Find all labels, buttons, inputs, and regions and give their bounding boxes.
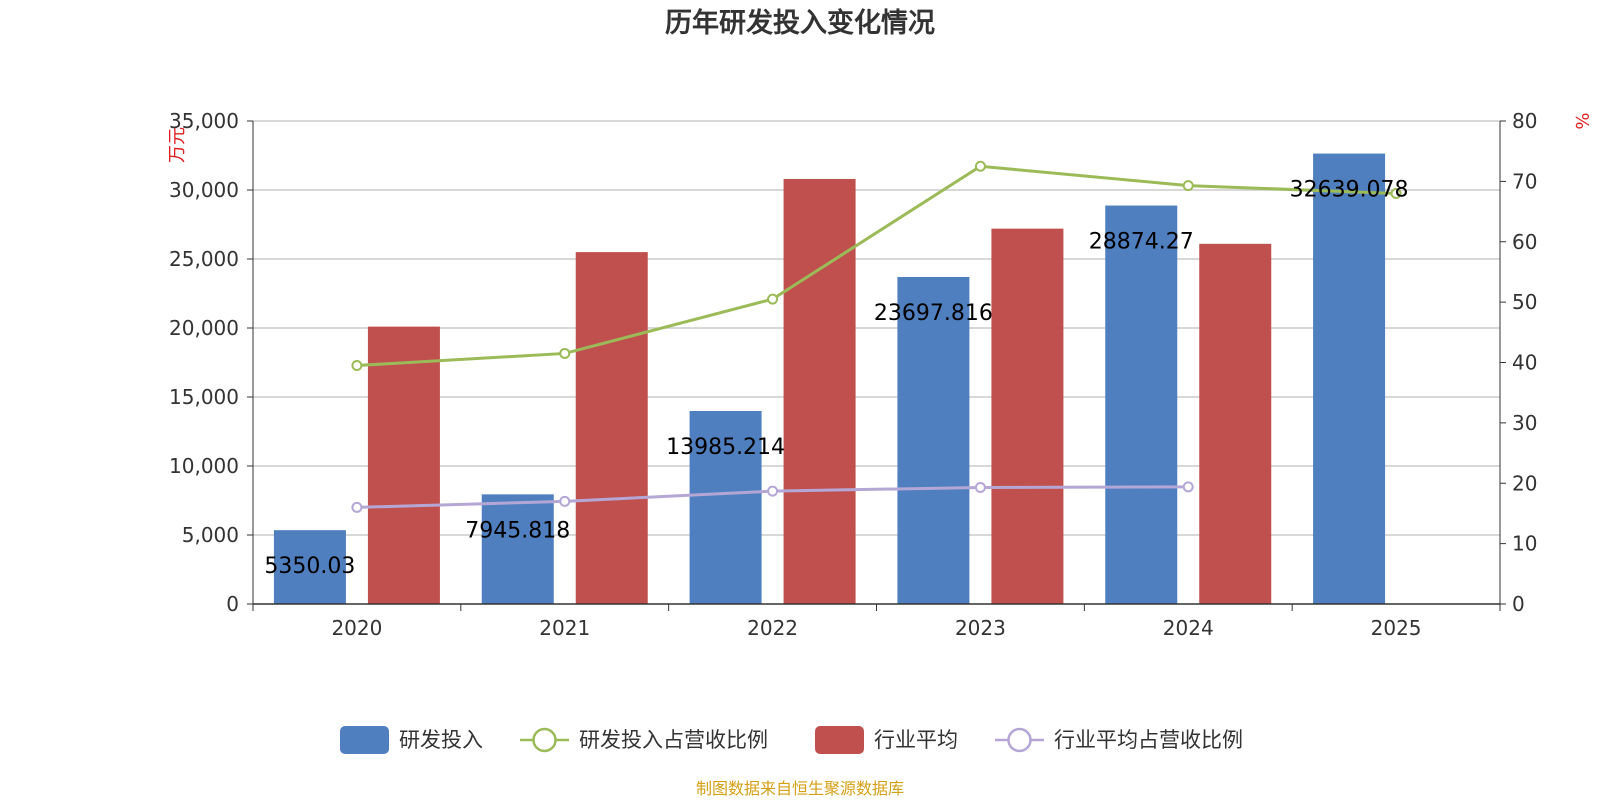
line-point xyxy=(1182,180,1194,192)
left-axis-tick-label: 35,000 xyxy=(169,109,239,133)
legend-label: 研发投入占营收比例 xyxy=(579,728,768,752)
bar xyxy=(481,494,554,604)
bar xyxy=(897,276,970,604)
bar-value-label: 7945.818 xyxy=(465,518,570,543)
bar-value-label: 23697.816 xyxy=(874,301,993,326)
axes: 0 5,000 10,000 15,000 20,000 25,000 30,000 35,0… xyxy=(169,109,1537,640)
data-labels: 5350.03 7945.818 13985.214 23697.816 28874.2… xyxy=(264,178,1408,580)
line-point xyxy=(351,360,363,372)
line-point xyxy=(1390,187,1402,199)
bar xyxy=(783,178,856,604)
right-axis-tick-label: 20 xyxy=(1512,471,1537,495)
left-axis-tick-label: 10,000 xyxy=(169,454,239,478)
left-axis-tick-label: 0 xyxy=(226,592,239,616)
bar xyxy=(1313,153,1386,604)
x-axis-tick-label: 2021 xyxy=(539,616,590,640)
legend: 研发投入 研发投入占营收比例 行业平均 行业平均占营收比例 xyxy=(340,726,1243,754)
right-axis-tick-label: 50 xyxy=(1512,290,1537,314)
line-series xyxy=(356,164,1397,368)
bar xyxy=(1105,205,1178,604)
line-point xyxy=(767,293,779,305)
left-axis-tick-label: 25,000 xyxy=(169,247,239,271)
x-axis-tick-label: 2024 xyxy=(1163,616,1214,640)
left-axis-tick-label: 20,000 xyxy=(169,316,239,340)
line-point xyxy=(559,495,571,507)
bar xyxy=(273,530,346,604)
legend-swatch xyxy=(532,727,557,753)
bar-value-label: 13985.214 xyxy=(666,435,785,460)
legend-swatch xyxy=(340,726,389,754)
line-point xyxy=(767,485,779,497)
bar xyxy=(991,228,1064,604)
right-axis-tick-label: 30 xyxy=(1512,411,1537,435)
source-note: 制图数据来自恒生聚源数据库 xyxy=(696,779,904,798)
line-point xyxy=(974,481,986,493)
chart-title: 历年研发投入变化情况 xyxy=(665,7,935,39)
left-axis-tick-label: 5,000 xyxy=(182,523,239,547)
right-axis-tick-label: 40 xyxy=(1512,351,1537,375)
bar-value-label: 32639.078 xyxy=(1290,178,1409,203)
line-point xyxy=(974,160,986,172)
legend-swatch xyxy=(1007,727,1032,753)
x-axis-tick-label: 2020 xyxy=(331,616,382,640)
bar xyxy=(575,252,648,604)
left-axis-tick-label: 15,000 xyxy=(169,385,239,409)
left-axis-unit: 万元 xyxy=(167,127,188,163)
line-point xyxy=(1182,481,1194,493)
gridlines xyxy=(253,120,1500,536)
right-axis-tick-label: 80 xyxy=(1512,109,1537,133)
lines xyxy=(351,160,1402,513)
line-point xyxy=(351,501,363,513)
x-axis-tick-label: 2025 xyxy=(1371,616,1422,640)
bar xyxy=(1199,243,1272,604)
legend-label: 行业平均 xyxy=(874,728,958,752)
right-axis-tick-label: 60 xyxy=(1512,230,1537,254)
bar-value-label: 28874.27 xyxy=(1089,230,1194,255)
left-axis-tick-label: 30,000 xyxy=(169,178,239,202)
bar xyxy=(367,326,440,604)
legend-label: 行业平均占营收比例 xyxy=(1054,728,1243,752)
right-axis-tick-label: 10 xyxy=(1512,532,1537,556)
right-axis-tick-label: 70 xyxy=(1512,169,1537,193)
x-axis-tick-label: 2022 xyxy=(747,616,798,640)
right-axis-unit: % xyxy=(1571,112,1592,129)
x-axis-tick-label: 2023 xyxy=(955,616,1006,640)
legend-label: 研发投入 xyxy=(399,728,483,752)
bar xyxy=(689,411,762,604)
right-axis-tick-label: 0 xyxy=(1512,592,1525,616)
line-point xyxy=(559,347,571,359)
legend-swatch xyxy=(815,726,864,754)
bars xyxy=(273,153,1386,604)
bar-value-label: 5350.03 xyxy=(264,554,355,579)
